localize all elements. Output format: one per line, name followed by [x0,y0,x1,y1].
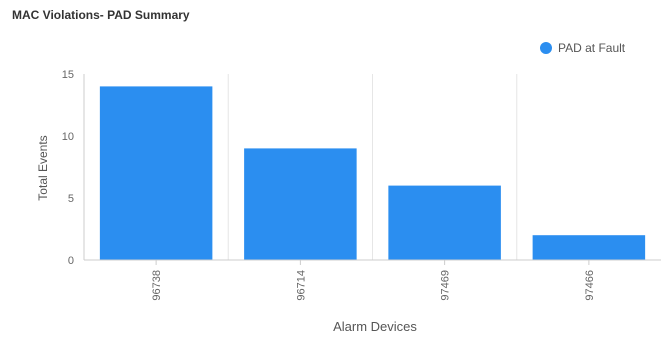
chart-title: MAC Violations- PAD Summary [12,8,190,22]
bars [99,86,646,261]
y-tick-label: 15 [62,69,74,81]
x-tick-label: 97469 [440,270,452,301]
bar[interactable] [388,185,501,260]
x-axis-title: Alarm Devices [333,319,417,334]
y-tick-label: 5 [68,193,74,205]
gridlines [227,74,518,260]
x-tick-label: 96714 [295,270,307,301]
legend-marker [540,42,552,54]
y-tick-label: 0 [68,255,74,267]
bar[interactable] [532,235,646,260]
bar[interactable] [244,148,357,260]
legend-label: PAD at Fault [558,41,626,55]
legend[interactable]: PAD at Fault [540,41,625,55]
y-tick-label: 10 [62,131,74,143]
x-tick-label: 97466 [584,270,596,301]
x-tick-label: 96738 [151,270,163,301]
x-axis: 96738 96714 97469 97466 [84,259,661,301]
bar[interactable] [99,86,213,261]
y-axis-title: Total Events [36,135,50,200]
y-axis: 0 5 10 15 [62,69,85,267]
